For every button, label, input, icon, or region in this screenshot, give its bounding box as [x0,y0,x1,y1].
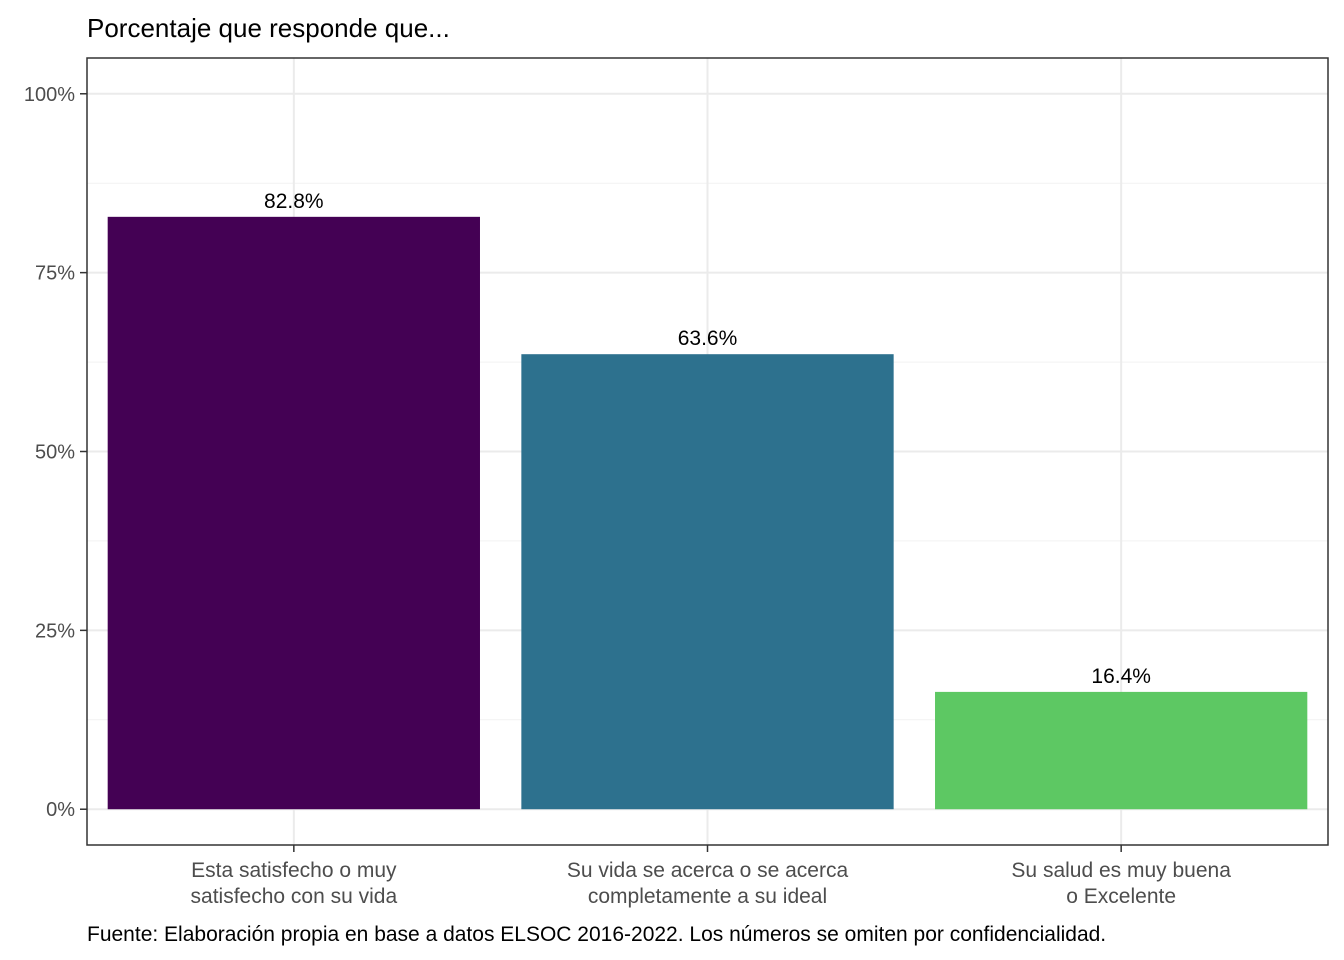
bars-group: 82.8% 63.6% 16.4% [107,190,1308,810]
y-tick-label: 100% [24,84,75,106]
y-tick-label: 50% [35,442,75,464]
x-tick-label-line: Su vida se acerca o se acerca [567,859,849,882]
x-axis: Esta satisfecho o muy satisfecho con su v… [191,845,1231,908]
x-tick-label: Su vida se acerca o se acerca completamen… [567,859,849,908]
chart-caption: Fuente: Elaboración propia en base a dat… [87,923,1106,946]
y-tick-label: 75% [35,263,75,285]
data-label: 63.6% [678,327,738,350]
bar [521,354,894,810]
bar [935,691,1308,810]
x-tick-label-line: completamente a su ideal [588,885,827,908]
y-tick-label: 0% [46,799,75,821]
x-tick-label-line: o Excelente [1066,885,1176,908]
data-label: 16.4% [1091,665,1151,688]
bar [107,216,480,810]
x-tick-label-line: satisfecho con su vida [191,885,398,908]
x-tick-label: Esta satisfecho o muy satisfecho con su v… [191,859,398,908]
y-tick-label: 25% [35,620,75,642]
y-axis: 0% 25% 50% 75% 100% [24,84,87,821]
x-tick-label: Su salud es muy buena o Excelente [1011,859,1231,908]
x-tick-label-line: Esta satisfecho o muy [191,859,397,882]
data-label: 82.8% [264,190,324,213]
chart-title: Porcentaje que responde que... [87,13,450,43]
x-tick-label-line: Su salud es muy buena [1011,859,1231,882]
